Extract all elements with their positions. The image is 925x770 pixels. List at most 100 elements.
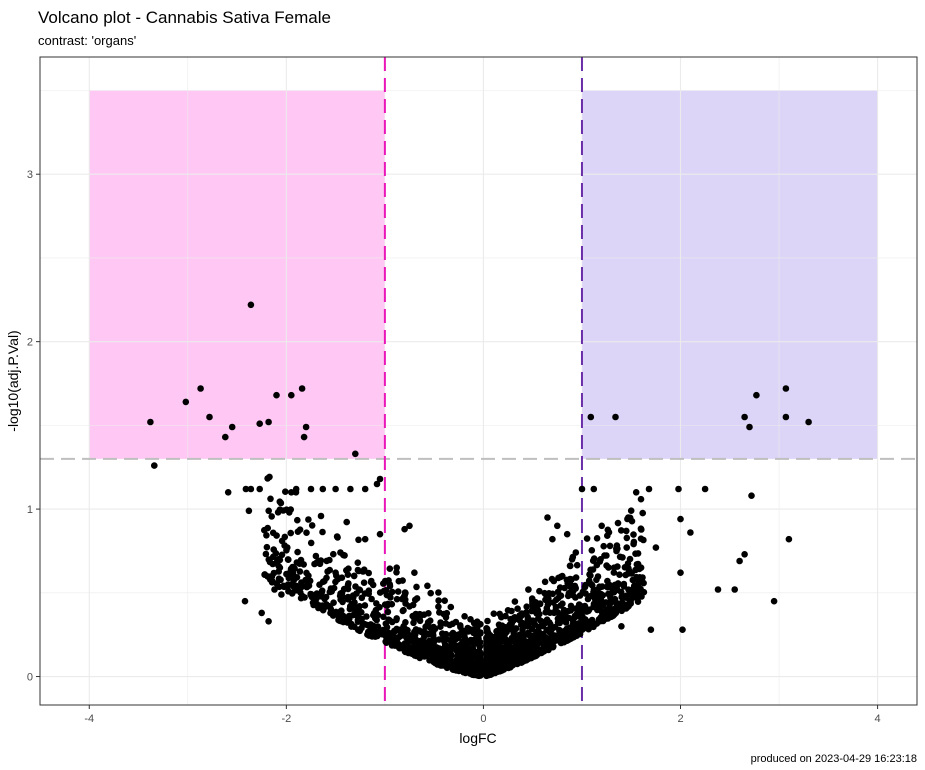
data-point: [264, 475, 271, 482]
data-point: [338, 574, 346, 581]
data-point: [333, 572, 340, 579]
reference-lines: [40, 57, 917, 705]
data-point: [392, 627, 399, 635]
data-point: [322, 593, 330, 601]
data-point: [613, 545, 620, 552]
data-point: [475, 672, 483, 680]
data-point: [323, 601, 330, 608]
data-point: [512, 650, 520, 657]
x-tick-label: 4: [875, 713, 881, 725]
data-point: [453, 661, 460, 668]
y-tick-label: 1: [27, 504, 33, 516]
y-tick-label: 3: [27, 169, 33, 181]
data-point: [527, 638, 535, 646]
data-point: [587, 566, 594, 574]
data-point: [598, 522, 605, 530]
data-point: [277, 499, 285, 507]
data-point: [611, 605, 618, 613]
data-point: [570, 620, 578, 628]
data-point: [383, 602, 391, 609]
data-point: [307, 539, 315, 547]
data-point: [554, 619, 562, 626]
data-point: [335, 612, 342, 619]
data-point: [645, 485, 653, 493]
data-point: [311, 560, 318, 568]
data-point: [293, 587, 300, 594]
data-point: [361, 485, 369, 493]
data-point: [380, 587, 388, 595]
data-point: [258, 609, 266, 617]
data-point: [584, 595, 592, 603]
data-point: [393, 615, 401, 622]
data-point: [498, 625, 505, 632]
data-point: [383, 639, 390, 646]
data-point: [599, 617, 607, 625]
data-point: [262, 550, 270, 558]
data-point: [606, 542, 614, 550]
data-point: [461, 613, 468, 620]
panel-border: [39, 56, 918, 706]
data-point: [616, 571, 623, 578]
data-point: [549, 535, 556, 543]
data-point: [279, 507, 287, 514]
data-point: [547, 641, 554, 648]
data-point: [753, 391, 760, 399]
data-point: [523, 657, 530, 664]
data-point: [413, 652, 420, 659]
data-point: [514, 605, 521, 612]
data-point: [534, 601, 541, 609]
data-point: [317, 512, 325, 520]
data-point: [206, 413, 213, 421]
data-point: [523, 603, 530, 610]
data-point: [380, 613, 387, 621]
data-point: [484, 617, 491, 625]
data-point: [548, 575, 556, 583]
data-point: [504, 660, 512, 668]
data-point: [303, 582, 310, 590]
data-point: [352, 450, 359, 458]
data-point: [484, 628, 492, 636]
data-point: [298, 385, 306, 392]
data-point: [550, 599, 557, 606]
data-point: [435, 636, 443, 643]
data-point: [677, 515, 684, 523]
data-point: [275, 563, 283, 570]
data-point: [413, 583, 420, 591]
data-point: [592, 601, 600, 608]
data-point: [559, 600, 566, 607]
data-point: [677, 569, 684, 576]
data-point: [425, 637, 433, 645]
data-point: [427, 589, 435, 597]
data-point: [399, 577, 406, 584]
data-point: [261, 571, 268, 578]
data-point: [518, 621, 525, 629]
data-point: [605, 564, 612, 571]
data-point: [285, 556, 292, 563]
data-point: [356, 627, 364, 635]
data-point: [604, 583, 611, 591]
data-point: [559, 615, 566, 623]
data-point: [574, 626, 582, 633]
data-point: [365, 587, 373, 594]
y-tick-label: 2: [27, 337, 33, 349]
data-point: [566, 575, 574, 583]
data-point: [593, 620, 601, 627]
data-point: [748, 492, 755, 500]
data-point: [571, 613, 579, 621]
data-point: [541, 578, 549, 586]
data-point: [147, 418, 154, 426]
data-point: [386, 565, 394, 572]
data-point: [607, 613, 615, 620]
data-point: [363, 613, 370, 620]
data-point: [640, 536, 647, 544]
data-point: [247, 485, 255, 493]
chart-title: Volcano plot - Cannabis Sativa Female: [38, 8, 331, 27]
data-point: [525, 586, 532, 593]
data-point: [626, 555, 634, 563]
data-point: [528, 632, 535, 639]
data-point: [464, 628, 472, 635]
data-point: [435, 597, 442, 604]
data-point: [627, 598, 634, 605]
data-point: [293, 559, 301, 566]
